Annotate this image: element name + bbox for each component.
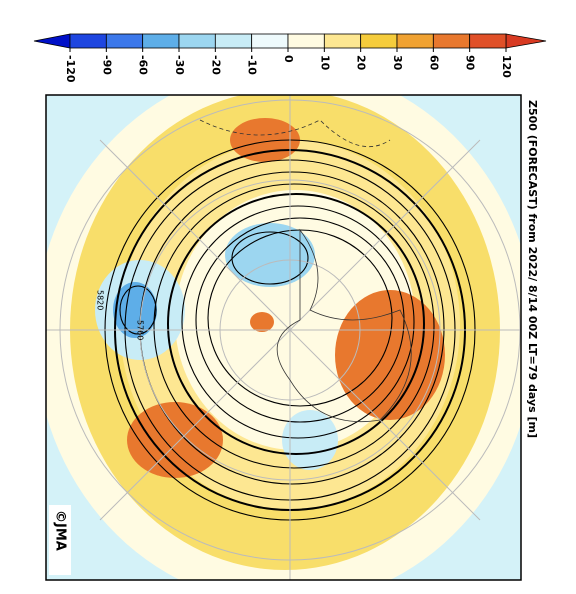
credit-box — [49, 505, 71, 575]
legend-swatch — [251, 33, 289, 49]
legend-tick-label: -60 — [137, 55, 150, 75]
legend-swatch — [178, 33, 216, 49]
legend-tick-label: 0 — [282, 55, 295, 63]
legend-tick-label: -120 — [64, 55, 77, 83]
contour-label: 5820 — [96, 290, 105, 310]
legend-swatch — [323, 33, 362, 49]
legend-tick-label: -10 — [246, 55, 259, 75]
legend-tick-label: 90 — [464, 55, 477, 71]
color-legend: -120 -90 -60 -30 -20 -10 0 10 20 30 60 90 120 — [33, 33, 547, 83]
credit: ©JMA — [53, 510, 68, 551]
legend-swatch — [432, 33, 471, 49]
legend-tick-label: 10 — [318, 55, 331, 71]
legend-swatch — [214, 33, 253, 49]
legend-tick-label: 20 — [355, 55, 368, 71]
legend-arrow — [33, 33, 71, 49]
map — [46, 95, 521, 580]
legend-tick-label: -20 — [209, 55, 222, 75]
legend-tick-label: -30 — [173, 55, 186, 75]
map-frame — [45, 94, 522, 581]
legend-swatch — [142, 33, 180, 49]
legend-tick-label: 60 — [427, 55, 440, 71]
legend-arrow — [505, 33, 547, 49]
legend-tick-label: -90 — [100, 55, 113, 75]
legend-swatch — [360, 33, 398, 49]
legend-swatch — [396, 33, 434, 49]
legend-swatch — [69, 33, 107, 49]
legend-swatch — [469, 33, 507, 49]
contour-label: 5760 — [136, 320, 145, 340]
legend-tick-label: 120 — [500, 55, 513, 78]
legend-tick-label: 30 — [391, 55, 404, 71]
map-title: Z500 (FORECAST) from 2022/ 8/14 00Z LT=7… — [526, 100, 539, 438]
legend-swatch — [287, 33, 325, 49]
legend-swatch — [105, 33, 144, 49]
